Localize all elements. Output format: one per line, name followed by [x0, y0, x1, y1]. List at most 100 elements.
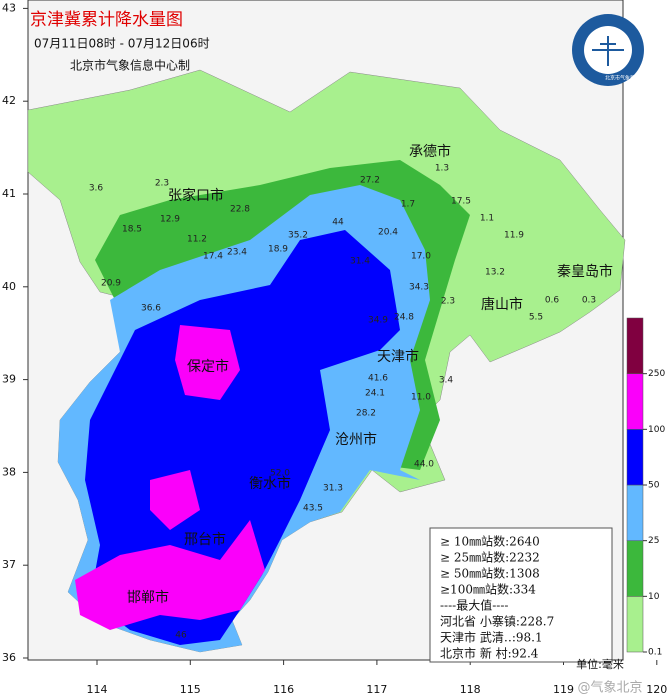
station-value: 2.3	[441, 297, 455, 307]
station-value: 20.9	[101, 279, 121, 289]
stats-line: ≥ 25㎜站数:2232	[440, 550, 540, 565]
issuer: 北京市气象信息中心制	[70, 58, 190, 73]
station-value: 0.3	[582, 296, 596, 306]
station-value: 24.1	[365, 389, 385, 399]
logo-text: 北京市气象局	[605, 75, 635, 82]
lat-tick-label: 37	[2, 558, 16, 571]
lat-tick-label: 41	[2, 187, 16, 200]
station-value: 28.2	[356, 409, 376, 419]
city-label: 保定市	[187, 358, 229, 375]
region-magenta	[75, 520, 265, 630]
unit-label: 单位:毫米	[576, 657, 624, 671]
lat-tick-label: 40	[2, 280, 16, 293]
colorbar-label: 25	[648, 536, 659, 546]
station-value: 27.2	[360, 176, 380, 186]
station-value: 34.9	[368, 316, 388, 326]
station-value: 44	[332, 218, 344, 228]
lon-tick-label: 116	[273, 683, 294, 696]
station-value: 24.8	[394, 313, 414, 323]
station-value: 12.9	[160, 215, 180, 225]
station-value: 18.5	[122, 225, 142, 235]
lon-tick-label: 120	[646, 683, 667, 696]
station-value: 1.3	[435, 164, 449, 174]
station-value: 13.2	[485, 268, 505, 278]
station-value: 52.0	[270, 469, 290, 479]
lat-tick-label: 38	[2, 465, 16, 478]
colorbar-segment	[626, 484, 644, 541]
city-label: 唐山市	[481, 296, 523, 313]
map-title: 京津冀累计降水量图	[30, 10, 183, 30]
station-value: 1.7	[401, 200, 415, 210]
station-value: 22.8	[230, 205, 250, 215]
station-value: 3.6	[89, 184, 104, 194]
precip-regions	[27, 69, 626, 653]
colorbar-label: 100	[648, 425, 665, 435]
lat-tick-label: 36	[2, 651, 16, 664]
station-value: 31.4	[350, 257, 370, 267]
station-value: 44.0	[414, 460, 434, 470]
city-label: 承德市	[409, 143, 451, 160]
logo: 北京市气象局	[572, 14, 644, 86]
lon-tick-label: 119	[553, 683, 574, 696]
colorbar-segment	[626, 373, 644, 430]
stats-line: 河北省 小寨镇:228.7	[440, 614, 554, 629]
station-value: 36.6	[141, 304, 161, 314]
watermark: @气象北京	[577, 680, 642, 696]
region-magenta	[175, 325, 240, 400]
colorbar-label: 10	[648, 592, 660, 602]
station-value: 11.9	[504, 231, 524, 241]
city-label: 邯郸市	[127, 589, 169, 606]
colorbar-label: 50	[648, 481, 660, 491]
lat-tick-label: 39	[2, 373, 16, 386]
station-value: 1.1	[480, 214, 494, 224]
city-label: 秦皇岛市	[557, 263, 613, 280]
lat-tick-label: 42	[2, 94, 16, 107]
station-value: 11.2	[187, 235, 207, 245]
lon-tick-label: 114	[87, 683, 108, 696]
station-value: 11.0	[411, 393, 431, 403]
stats-line: ≥ 50㎜站数:1308	[440, 566, 540, 581]
station-value: 17.0	[411, 252, 431, 262]
stats-line: 天津市 武清‥:98.1	[440, 630, 543, 645]
lon-tick-label: 118	[460, 683, 481, 696]
region-magenta	[150, 470, 200, 530]
period: 07月11日08时 - 07月12日06时	[34, 37, 210, 51]
station-value: 2.3	[155, 179, 169, 189]
station-value: 23.4	[227, 248, 247, 258]
station-value: 5.5	[529, 313, 543, 323]
logo-mark	[592, 36, 624, 66]
city-label: 沧州市	[335, 431, 377, 448]
lat-tick-label: 43	[2, 1, 16, 14]
station-value: 34.3	[409, 283, 429, 293]
station-value: 17.5	[451, 197, 471, 207]
colorbar-segment	[626, 429, 644, 486]
lon-tick-label: 115	[180, 683, 201, 696]
region-blue	[85, 230, 400, 645]
station-value: 0.6	[545, 296, 560, 306]
colorbar-segment	[626, 540, 644, 597]
colorbar-label: 250	[648, 369, 665, 379]
station-value: 43.5	[303, 504, 323, 514]
station-value: 46	[175, 631, 187, 641]
stats-box	[429, 527, 613, 663]
colorbar-segment	[626, 596, 644, 653]
station-value: 17.4	[203, 252, 223, 262]
stats-line: ----最大值----	[440, 598, 508, 613]
city-label: 天津市	[377, 348, 419, 365]
station-value: 18.9	[268, 245, 288, 255]
stats-line: ≥100㎜站数:334	[440, 582, 536, 597]
station-value: 31.3	[323, 484, 343, 494]
station-value: 20.4	[378, 228, 398, 238]
city-label: 张家口市	[168, 187, 224, 204]
city-label: 衡水市	[249, 475, 291, 492]
lon-tick-label: 117	[366, 683, 387, 696]
station-value: 35.2	[288, 231, 308, 241]
colorbar-segment	[626, 317, 644, 374]
colorbar-label: 0.1	[648, 648, 662, 658]
stats-line: ≥ 10㎜站数:2640	[440, 534, 540, 549]
station-value: 41.6	[368, 374, 388, 384]
station-value: 3.4	[439, 376, 454, 386]
city-label: 邢台市	[184, 531, 226, 548]
stats-line: 北京市 新 村:92.4	[440, 646, 539, 661]
